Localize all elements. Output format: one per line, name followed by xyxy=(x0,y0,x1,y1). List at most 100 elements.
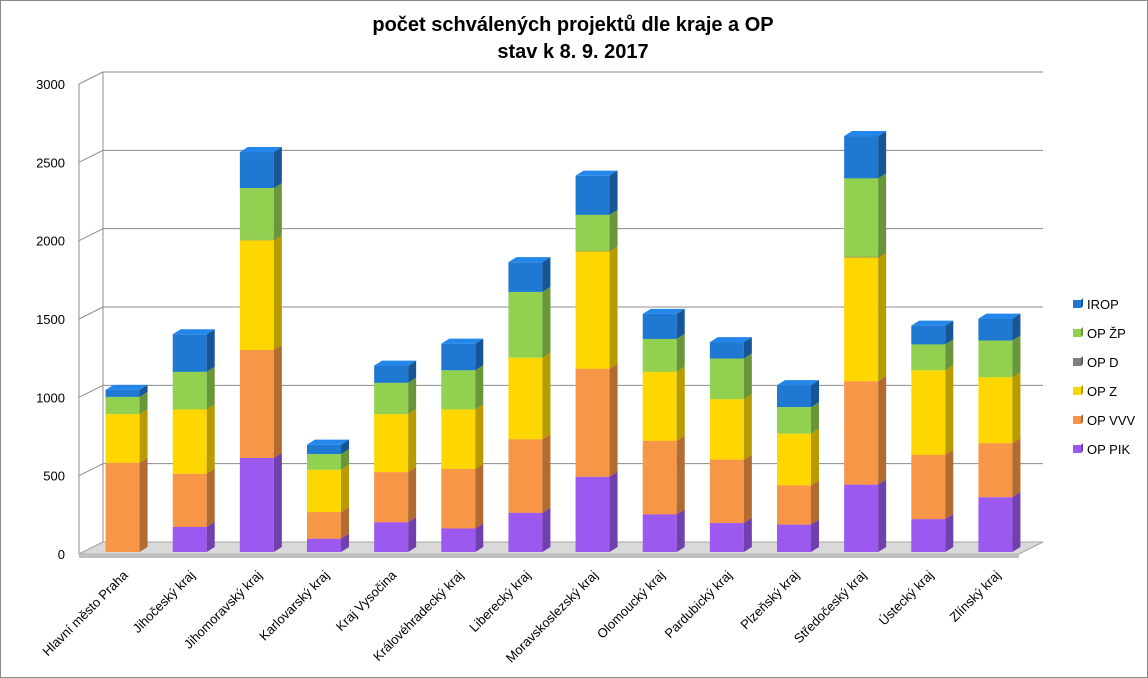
bar-side xyxy=(878,131,887,179)
bar-side xyxy=(609,471,618,552)
bar-side xyxy=(878,173,887,257)
bar-segment-op-z xyxy=(978,377,1013,444)
bar-top xyxy=(441,338,484,344)
bar-segment-op-d xyxy=(844,256,879,258)
bar-side xyxy=(878,376,887,485)
bar-side xyxy=(609,209,618,251)
bar-side xyxy=(878,252,887,382)
bar-side xyxy=(206,468,215,527)
bar-side xyxy=(408,517,417,552)
bar-segment-op-pik xyxy=(441,528,476,552)
bar-side xyxy=(542,434,551,513)
bar-side xyxy=(206,329,215,372)
bar-segment-op-žp xyxy=(508,291,543,358)
legend-swatch xyxy=(1073,387,1081,395)
bar-segment-op-pik xyxy=(642,514,677,552)
bar-segment-op-z xyxy=(642,371,677,441)
bar-top xyxy=(575,170,618,176)
gridline-side-1500 xyxy=(78,306,104,320)
bar-segment-irop xyxy=(374,365,409,383)
bar-side xyxy=(743,353,752,400)
bar-side xyxy=(676,308,685,339)
legend-label: OP ŽP xyxy=(1087,326,1126,341)
bar-side xyxy=(811,428,819,486)
legend-swatch-side xyxy=(1081,385,1083,395)
bar-top xyxy=(709,337,752,343)
bar-top xyxy=(172,329,215,335)
bar-segment-irop xyxy=(307,444,341,455)
bar-side xyxy=(945,320,954,345)
bar-side xyxy=(945,514,954,552)
bar-top xyxy=(374,360,417,366)
bar-segment-op-z xyxy=(441,409,476,469)
bar-segment-op-d xyxy=(575,250,610,252)
legend-swatch-side xyxy=(1081,356,1083,366)
y-tick-label: 2000 xyxy=(36,234,65,249)
bar-side xyxy=(878,251,887,258)
bar-segment-op-vvv xyxy=(441,468,476,529)
gridline-side-1000 xyxy=(78,384,104,398)
bar-segment-op-žp xyxy=(307,454,341,470)
bar-side xyxy=(1012,492,1021,552)
bar-segment-op-z xyxy=(844,257,879,382)
chart-title-line-1: počet schválených projektů dle kraje a O… xyxy=(372,14,774,36)
bar-segment-op-z xyxy=(307,469,341,513)
bar-segment-irop xyxy=(642,313,677,339)
bar-side xyxy=(341,507,349,539)
bar-segment-op-vvv xyxy=(172,473,207,527)
bar-segment-op-žp xyxy=(374,382,409,415)
bar-side xyxy=(878,479,887,552)
bar-segment-op-vvv xyxy=(978,443,1013,498)
y-tick-label: 3000 xyxy=(36,77,65,92)
bar-segment-op-z xyxy=(105,414,140,463)
bar-side xyxy=(273,344,282,458)
bar-segment-irop xyxy=(508,262,543,292)
bar-segment-op-z xyxy=(575,251,610,369)
bar-segment-op-žp xyxy=(911,344,946,371)
bar-side xyxy=(743,518,752,552)
bar-side xyxy=(811,480,819,525)
bar-top xyxy=(777,380,819,386)
bar-side xyxy=(542,257,551,292)
bar-side xyxy=(609,245,618,252)
bar-segment-op-vvv xyxy=(709,459,744,524)
bar-side xyxy=(743,454,752,524)
bar-side xyxy=(408,409,417,473)
bar-side xyxy=(676,333,685,372)
bar-segment-op-vvv xyxy=(374,472,409,523)
legend-label: IROP xyxy=(1087,297,1119,312)
bar-side xyxy=(341,439,349,455)
bar-segment-op-pik xyxy=(239,458,274,552)
bar-segment-op-žp xyxy=(239,188,274,240)
bar-segment-irop xyxy=(911,325,946,345)
legend-label: OP PIK xyxy=(1087,442,1130,457)
bar-side xyxy=(811,380,819,408)
bar-top xyxy=(508,257,551,263)
bar-segment-op-vvv xyxy=(844,381,879,485)
x-tick-label: Plzeňský kraj xyxy=(737,567,802,632)
bar-segment-irop xyxy=(709,342,744,359)
floor-edge xyxy=(79,554,1019,558)
bar-segment-irop xyxy=(978,318,1013,341)
bar-segment-op-pik xyxy=(844,484,879,552)
y-tick-label: 500 xyxy=(43,469,65,484)
bar-segment-op-z xyxy=(172,409,207,474)
bar-segment-op-žp xyxy=(441,370,476,410)
bar-side xyxy=(206,521,215,552)
legend-label: OP D xyxy=(1087,355,1119,370)
bar-segment-op-pik xyxy=(508,512,543,552)
bar-segment-op-žp xyxy=(575,214,610,251)
bar-side xyxy=(743,394,752,460)
bar-segment-op-z xyxy=(374,414,409,473)
legend-swatch-side xyxy=(1081,298,1083,308)
bar-segment-op-pik xyxy=(709,523,744,552)
bar-side xyxy=(341,464,349,513)
bar-segment-op-vvv xyxy=(642,440,677,515)
legend-swatch xyxy=(1073,329,1081,337)
x-tick-label: Kraj Vysočina xyxy=(333,567,400,634)
bar-side xyxy=(542,507,551,552)
bar-side xyxy=(341,533,349,552)
bar-segment-op-pik xyxy=(575,476,610,552)
bar-segment-op-d xyxy=(239,239,274,241)
x-tick-label: Ústecký kraj xyxy=(876,567,937,628)
